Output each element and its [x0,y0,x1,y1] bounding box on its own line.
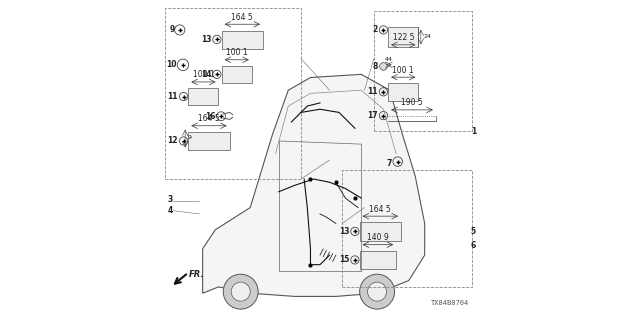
Text: 7: 7 [387,159,392,168]
Text: 100 1: 100 1 [226,48,248,57]
Bar [188,132,230,150]
Bar [374,11,472,132]
Text: 13: 13 [201,35,211,44]
Circle shape [231,282,250,301]
Text: 100 1: 100 1 [193,70,214,79]
Text: 122 5: 122 5 [392,33,414,42]
Text: 164 5: 164 5 [369,204,391,214]
Text: 9: 9 [170,25,175,35]
Text: 2: 2 [372,25,378,35]
Text: 15: 15 [339,255,349,264]
Text: 8: 8 [372,62,378,71]
Text: 11: 11 [367,87,378,96]
Text: 190 5: 190 5 [401,98,423,107]
Text: 5: 5 [471,227,476,236]
Circle shape [367,282,387,301]
Text: 44: 44 [385,57,393,62]
Text: 6: 6 [471,241,476,250]
Text: 3: 3 [168,195,173,204]
Text: 140 9: 140 9 [367,233,388,242]
Text: 12: 12 [168,136,178,146]
Bar [221,66,252,83]
Text: 11: 11 [168,92,178,101]
Text: 164 5: 164 5 [232,13,253,22]
Text: 164 5: 164 5 [198,114,220,123]
Text: 1: 1 [471,127,476,136]
Text: 100 1: 100 1 [392,66,414,75]
Circle shape [360,274,394,309]
Text: 4: 4 [168,206,173,215]
Text: 9: 9 [188,135,191,140]
Bar [342,170,472,287]
Text: 10: 10 [166,60,177,69]
Bar [164,8,301,179]
Text: 17: 17 [367,111,378,120]
Polygon shape [203,74,425,296]
Circle shape [380,63,387,70]
Bar [360,222,401,241]
Text: TX84B0704: TX84B0704 [431,300,469,306]
Text: 14: 14 [201,70,211,79]
Text: 13: 13 [339,227,349,236]
Bar [188,88,218,105]
Bar [221,31,263,49]
Text: 16: 16 [205,112,215,121]
Bar [388,83,419,101]
Bar [388,27,419,47]
Circle shape [223,274,258,309]
Bar [360,251,396,269]
Text: FR.: FR. [189,270,205,279]
Text: 24: 24 [423,35,431,39]
